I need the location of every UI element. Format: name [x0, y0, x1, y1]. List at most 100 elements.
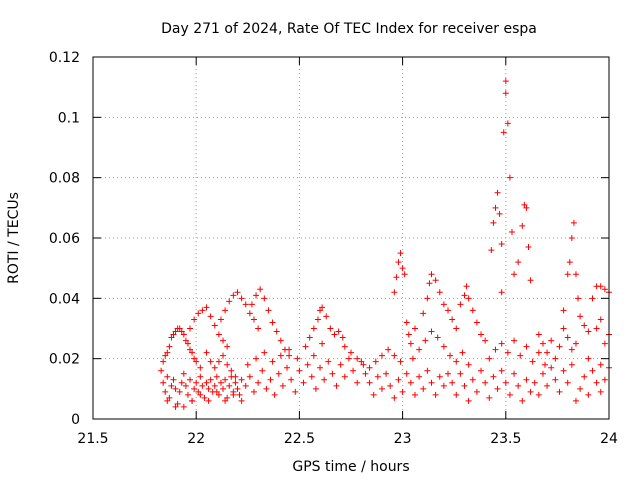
data-point — [490, 219, 497, 226]
data-point — [445, 370, 452, 377]
data-point — [160, 358, 167, 365]
data-point — [310, 325, 317, 332]
data-point — [195, 310, 202, 317]
data-point — [180, 403, 187, 410]
data-point — [230, 292, 237, 299]
y-tick-label: 0.02 — [49, 352, 80, 368]
data-point — [447, 352, 454, 359]
data-point — [593, 325, 600, 332]
x-tick-labels: 21.5 22 22.5 23 23.5 24 — [77, 431, 618, 447]
data-point — [391, 352, 398, 359]
data-point — [366, 364, 373, 371]
data-point — [269, 319, 276, 326]
data-point — [564, 379, 571, 386]
data-point — [397, 250, 404, 257]
data-point — [428, 379, 435, 386]
data-point — [473, 319, 480, 326]
data-point — [593, 379, 600, 386]
data-point — [453, 325, 460, 332]
data-point — [275, 370, 282, 377]
data-point — [527, 388, 534, 395]
data-point — [271, 391, 278, 398]
data-point — [432, 277, 439, 284]
data-point — [222, 376, 229, 383]
data-point — [277, 337, 284, 344]
data-point — [469, 376, 476, 383]
data-point — [494, 189, 501, 196]
data-point — [498, 340, 505, 347]
data-point — [515, 382, 522, 389]
data-point — [213, 388, 220, 395]
data-point — [329, 370, 336, 377]
data-points — [158, 78, 612, 410]
data-point — [238, 397, 245, 404]
data-point — [327, 325, 334, 332]
data-point — [428, 328, 435, 335]
data-point — [459, 349, 466, 356]
data-point — [314, 316, 321, 323]
data-point — [422, 337, 429, 344]
data-point — [273, 328, 280, 335]
data-point — [542, 361, 549, 368]
data-point — [172, 385, 179, 392]
data-point — [168, 382, 175, 389]
data-point — [492, 204, 499, 211]
data-point — [294, 355, 301, 362]
data-point — [174, 400, 181, 407]
y-tick-labels: 0 0.02 0.04 0.06 0.08 0.1 0.12 — [49, 50, 80, 428]
data-point — [564, 334, 571, 341]
data-point — [164, 373, 171, 380]
x-tick-label: 23 — [394, 431, 412, 447]
data-point — [255, 379, 262, 386]
data-point — [560, 307, 567, 314]
data-point — [535, 391, 542, 398]
data-point — [378, 352, 385, 359]
data-point — [302, 343, 309, 350]
data-point — [333, 382, 340, 389]
data-point — [286, 346, 293, 353]
data-point — [250, 316, 257, 323]
data-point — [350, 367, 357, 374]
data-point — [517, 352, 524, 359]
data-point — [166, 343, 173, 350]
x-tick-label: 24 — [600, 431, 618, 447]
data-point — [424, 367, 431, 374]
data-point — [502, 379, 509, 386]
data-point — [158, 367, 165, 374]
data-point — [354, 379, 361, 386]
data-point — [253, 292, 260, 299]
data-point — [199, 307, 206, 314]
data-point — [174, 325, 181, 332]
data-point — [486, 355, 493, 362]
data-point — [556, 388, 563, 395]
data-point — [341, 373, 348, 380]
data-point — [395, 376, 402, 383]
data-point — [242, 301, 249, 308]
data-point — [469, 307, 476, 314]
data-point — [577, 385, 584, 392]
data-point — [457, 370, 464, 377]
data-point — [461, 382, 468, 389]
data-point — [226, 382, 233, 389]
data-point — [232, 373, 239, 380]
data-point — [300, 379, 307, 386]
data-point — [211, 364, 218, 371]
data-point — [525, 244, 532, 251]
data-point — [242, 382, 249, 389]
data-point — [523, 376, 530, 383]
data-point — [164, 349, 171, 356]
data-point — [515, 259, 522, 266]
data-point — [449, 379, 456, 386]
data-point — [589, 295, 596, 302]
data-point — [232, 379, 239, 386]
data-point — [220, 337, 227, 344]
data-point — [564, 271, 571, 278]
data-point — [597, 283, 604, 290]
data-point — [263, 385, 270, 392]
data-point — [428, 271, 435, 278]
data-point — [168, 334, 175, 341]
data-point — [296, 367, 303, 374]
data-point — [601, 286, 608, 293]
data-point — [502, 90, 509, 97]
data-point — [597, 388, 604, 395]
